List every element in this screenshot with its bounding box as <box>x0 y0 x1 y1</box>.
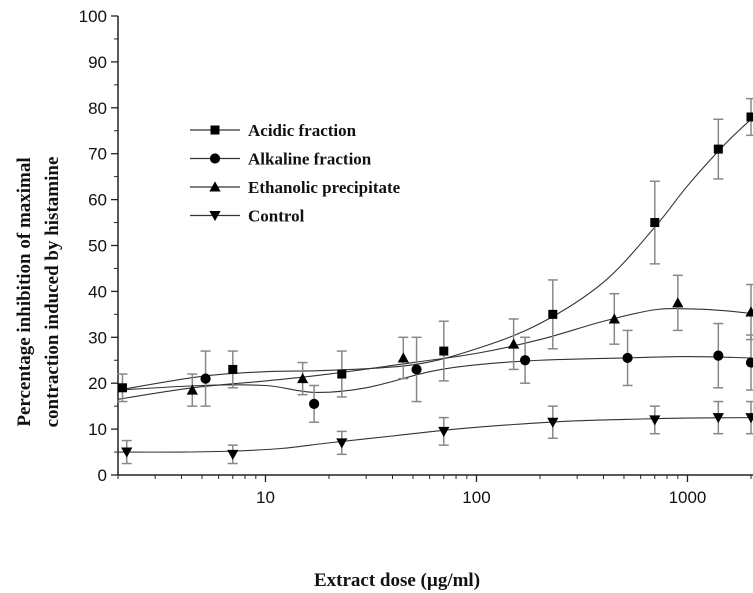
point-control <box>745 413 753 424</box>
y-axis-title-line-2: contraction induced by histamine <box>42 157 63 428</box>
y-axis-title-line-1: Percentage inhibition of maximal <box>14 157 35 426</box>
y-tick-label-60: 60 <box>88 191 107 210</box>
point-ethanolic-precipitate <box>186 384 198 395</box>
point-alkaline-fraction <box>745 357 753 368</box>
y-axis-ticks: 0 10 20 30 40 50 60 70 80 90 100 <box>79 7 118 485</box>
point-acidic-fraction <box>713 144 723 154</box>
legend-item-ethanolic-precipitate: Ethanolic precipitate <box>190 178 401 197</box>
x-tick-label-100: 100 <box>462 488 490 507</box>
y-tick-label-20: 20 <box>88 374 107 393</box>
point-acidic-fraction <box>746 112 753 122</box>
legend-marker-acidic-fraction <box>210 125 220 135</box>
legend-marker-control <box>209 211 221 222</box>
y-tick-label-80: 80 <box>88 99 107 118</box>
point-control <box>438 426 450 438</box>
point-alkaline-fraction <box>622 352 633 364</box>
legend-label-acidic-fraction: Acidic fraction <box>248 121 357 140</box>
point-acidic-fraction <box>650 218 660 228</box>
plot-area: 0 10 20 30 40 50 60 70 80 90 100 10 100 1000 <box>79 7 753 507</box>
point-alkaline-fraction <box>713 350 724 361</box>
x-axis-title: Extract dose (µg/ml) <box>314 570 480 591</box>
point-acidic-fraction <box>337 369 347 379</box>
point-alkaline-fraction <box>411 364 422 375</box>
fit-curve-acidic-fraction <box>117 118 752 391</box>
legend-marker-ethanolic-precipitate <box>209 181 221 192</box>
x-axis-ticks: 10 100 1000 <box>117 475 752 507</box>
x-tick-label-10: 10 <box>256 488 275 507</box>
y-tick-label-0: 0 <box>98 466 107 485</box>
y-axis-title: Percentage inhibition of maximal contrac… <box>14 157 63 428</box>
point-ethanolic-precipitate <box>608 313 620 324</box>
point-control <box>121 447 133 458</box>
fit-curve-alkaline-fraction <box>117 356 752 393</box>
point-control <box>649 415 661 426</box>
point-acidic-fraction <box>228 364 238 374</box>
error-bars <box>117 97 753 465</box>
y-tick-label-30: 30 <box>88 328 107 347</box>
point-alkaline-fraction <box>520 355 531 366</box>
point-control <box>712 413 724 424</box>
point-control <box>336 438 348 449</box>
point-ethanolic-precipitate <box>508 338 520 349</box>
data-markers <box>117 112 753 460</box>
legend: Acidic fraction Alkaline fraction Ethanoli… <box>190 121 401 226</box>
point-ethanolic-precipitate <box>672 297 684 308</box>
y-tick-label-90: 90 <box>88 53 107 72</box>
x-tick-label-1000: 1000 <box>669 488 707 507</box>
legend-label-alkaline-fraction: Alkaline fraction <box>248 150 372 169</box>
point-ethanolic-precipitate <box>397 352 409 363</box>
y-tick-label-100: 100 <box>79 7 107 26</box>
legend-marker-alkaline-fraction <box>209 153 221 164</box>
point-alkaline-fraction <box>200 373 211 384</box>
point-control <box>227 449 239 460</box>
legend-label-control: Control <box>248 207 305 226</box>
point-ethanolic-precipitate <box>745 306 753 317</box>
point-acidic-fraction <box>439 346 449 356</box>
point-acidic-fraction <box>117 383 127 393</box>
y-tick-label-40: 40 <box>88 282 107 301</box>
point-acidic-fraction <box>548 309 558 319</box>
fit-curves <box>117 118 752 453</box>
point-ethanolic-precipitate <box>297 372 309 384</box>
point-control <box>547 417 559 428</box>
legend-item-alkaline-fraction: Alkaline fraction <box>190 150 372 169</box>
legend-label-ethanolic-precipitate: Ethanolic precipitate <box>248 178 401 197</box>
y-tick-label-50: 50 <box>88 237 107 256</box>
point-alkaline-fraction <box>309 398 320 409</box>
fit-curve-ethanolic-precipitate <box>117 307 752 400</box>
y-tick-label-70: 70 <box>88 145 107 164</box>
legend-item-acidic-fraction: Acidic fraction <box>190 121 357 140</box>
legend-item-control: Control <box>190 207 305 226</box>
y-tick-label-10: 10 <box>88 420 107 439</box>
